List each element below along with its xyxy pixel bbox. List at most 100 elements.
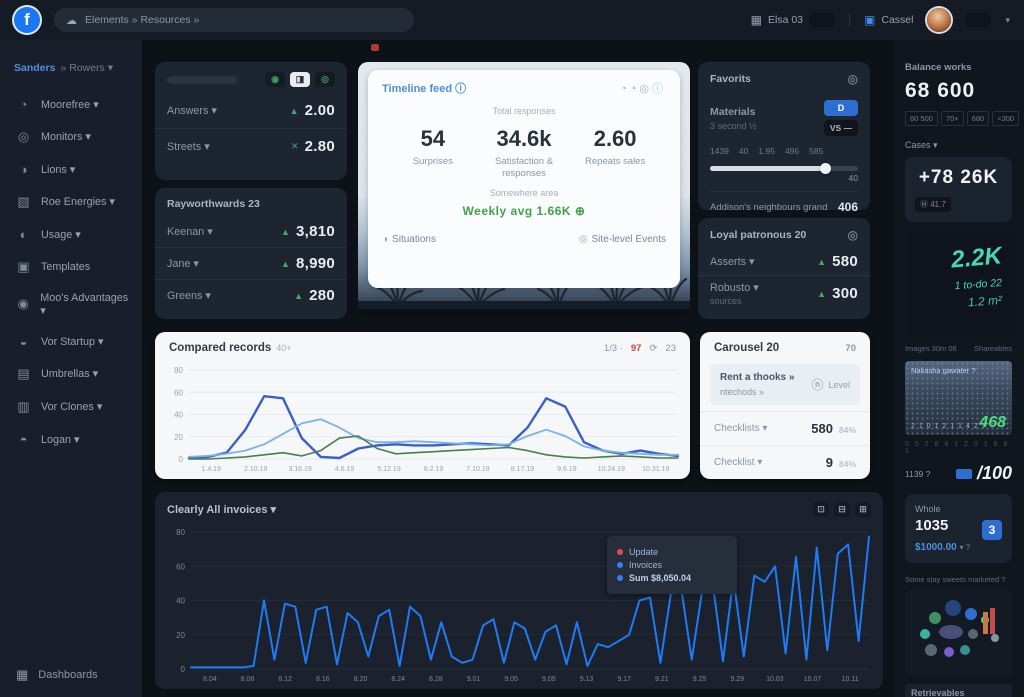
legend-row-invoices: Invoices — [617, 560, 727, 570]
cases-dropdown[interactable]: Cases ▾ — [905, 140, 938, 150]
materials-row: Materials 3 second ½ D VS — — [710, 100, 858, 136]
carousel-badge[interactable]: 70 — [845, 342, 856, 354]
search-input[interactable]: ☁ Elements » Resources » — [54, 8, 414, 32]
delta-up-icon: ▲ — [281, 258, 290, 269]
topbar-item-elsa[interactable]: ▦ Elsa 03 — [751, 13, 836, 27]
card-title: Favorits — [710, 73, 751, 85]
settings-icon[interactable]: ⊞ — [855, 502, 871, 517]
toggle-chip-icon[interactable]: ◨ — [290, 72, 310, 87]
stat-label-dropdown[interactable]: Greens ▾ — [167, 290, 211, 302]
stat-row-keenan: Keenan ▾ ▲ 3,810 — [155, 216, 347, 247]
sidebar-item-advantages[interactable]: ◉ Moo's Advantages ▾ — [0, 283, 142, 325]
crowd-photo-tile[interactable]: Nakasha gawater ? 2 1 0 1 2 1 1 4 2 7 46… — [905, 361, 1012, 435]
featured-label: Rent a thooks » — [720, 372, 795, 383]
sidebar-item-lions[interactable]: ◑ Lions ▾ — [0, 153, 142, 185]
carousel-row-checklist[interactable]: Checklist ▾ 9 84% — [700, 445, 870, 479]
photo-bottom-band — [358, 309, 690, 319]
fav-stat: 585 — [809, 146, 824, 156]
target-chip-icon[interactable]: ◎ — [315, 72, 335, 87]
promo-tile[interactable]: 2.2K 1 to-do 22 1.2 m² — [905, 232, 1012, 336]
hero-header-icons[interactable]: ◔◔◎ⓘ — [620, 83, 666, 95]
photo-highlight-value: 468 — [979, 414, 1006, 431]
svg-text:10.24.19: 10.24.19 — [598, 466, 625, 473]
sidebar-item-umbrellas[interactable]: ▤ Umbrellas ▾ — [0, 357, 142, 390]
svg-text:8.16: 8.16 — [316, 676, 330, 683]
sidebar-item-logan[interactable]: ◓ Logan ▾ — [0, 423, 142, 455]
facebook-logo-icon[interactable]: f — [14, 7, 40, 33]
svg-text:6.2.19: 6.2.19 — [424, 466, 444, 473]
expand-icon[interactable]: ⊡ — [813, 502, 829, 517]
stat-label-dropdown[interactable]: Jane ▾ — [167, 258, 199, 270]
d-button[interactable]: D — [824, 100, 858, 116]
promo-value: 2.2K — [950, 242, 1003, 274]
stat-label-dropdown[interactable]: Streets ▾ — [167, 141, 210, 153]
stat-label-dropdown[interactable]: Robusto ▾ — [710, 282, 759, 294]
alert-count[interactable]: 97 — [630, 342, 642, 354]
sidebar-item-monitors[interactable]: ◎ Monitors ▾ — [0, 120, 142, 153]
stat-sublabel: sources — [710, 296, 742, 306]
topbar-item-cassel[interactable]: ▣ Cassel — [864, 13, 913, 27]
vs-button[interactable]: VS — — [824, 120, 858, 136]
sidebar-header-secondary[interactable]: » Rowers ▾ — [60, 62, 113, 74]
whole-count-chip[interactable]: 3 — [982, 520, 1002, 540]
refresh-icon[interactable]: ⟳ — [649, 342, 658, 354]
carousel-featured-row[interactable]: Rent a thooks » ntechods » ⓝ Level — [710, 364, 860, 405]
left-sidebar: Sanders » Rowers ▾ ◔ Moorefree ▾ ◎ Monit… — [0, 40, 142, 697]
cases-tile[interactable]: +78 26K Ⓜ 41.7 — [905, 157, 1012, 222]
promo-line: 1.2 m² — [967, 292, 1003, 310]
svg-text:10.07: 10.07 — [804, 676, 822, 683]
audience-bubbles-tile[interactable] — [905, 590, 1012, 676]
info-icon[interactable]: ◎ — [847, 72, 858, 86]
hero-footer-left[interactable]: ◑ Situations — [382, 234, 436, 245]
chevron-down-icon[interactable]: ▾ — [1005, 14, 1010, 25]
card-header: ◉ ◨ ◎ — [155, 62, 347, 93]
row-value: 9 — [825, 455, 833, 470]
stat-value: 3,810 — [295, 223, 335, 240]
stat-value: 2.60 — [593, 126, 637, 151]
sidebar-header[interactable]: Sanders » Rowers ▾ — [0, 54, 142, 88]
sidebar-header-primary[interactable]: Sanders — [14, 62, 56, 74]
nav-icon: ▣ — [17, 258, 30, 274]
favorites-slider[interactable] — [710, 163, 858, 174]
cases-value: +78 26K — [918, 167, 999, 188]
sidebar-item-templates[interactable]: ▣ Templates — [0, 250, 142, 283]
svg-text:9.29: 9.29 — [730, 676, 744, 683]
sidebar-item-vor-startup[interactable]: ◒ Vor Startup ▾ — [0, 325, 142, 357]
slider-knob[interactable] — [820, 163, 832, 174]
whole-card[interactable]: Whole 1035 3 $1000.00 ▾ ? — [905, 494, 1012, 563]
sidebar-item-moorefree[interactable]: ◔ Moorefree ▾ — [0, 88, 142, 120]
nav-icon: ▥ — [17, 398, 30, 414]
stat-row-answers: Answers ▾ ▲ 2.00 — [155, 93, 347, 128]
hero-footer-right[interactable]: ◎ Site-level Events — [579, 234, 666, 245]
retrievables-label[interactable]: Retrievables — [905, 684, 1012, 697]
sidebar-item-roe-energies[interactable]: ▧ Roe Energies ▾ — [0, 185, 142, 218]
whole-value: 1035 — [915, 517, 949, 534]
photo-caption: Nakasha gawater ? — [911, 366, 976, 375]
hero-title-link[interactable]: Timeline feed ⓘ — [382, 83, 467, 95]
user-avatar[interactable] — [927, 8, 952, 32]
svg-text:40: 40 — [174, 411, 183, 420]
svg-text:9.13: 9.13 — [580, 676, 594, 683]
sidebar-item-label: Logan ▾ — [41, 433, 80, 446]
pager-control[interactable]: 1/3 · — [603, 342, 623, 354]
nav-icon: ▧ — [17, 193, 30, 209]
meta-left: Images 30m 06 — [905, 344, 957, 353]
sidebar-item-usage[interactable]: ◐ Usage ▾ — [0, 218, 142, 250]
card-compared-records: Compared records 40+ 1/3 · 97 ⟳ 23 80 60 40… — [155, 332, 690, 479]
stat-value: 8,990 — [295, 255, 335, 272]
collapse-icon[interactable]: ⊟ — [834, 502, 850, 517]
carousel-row-checklists[interactable]: Checklists ▾ 580 84% — [700, 411, 870, 445]
info-icon[interactable]: ◎ — [847, 228, 858, 242]
svg-text:60: 60 — [176, 562, 185, 571]
chart-title[interactable]: Clearly All invoices ▾ — [167, 504, 277, 516]
stat-label-dropdown[interactable]: Asserts ▾ — [710, 256, 755, 268]
whole-amount-link[interactable]: $1000.00 ▾ ? — [915, 542, 1002, 553]
card-title: Carousel 20 — [714, 342, 780, 354]
stat-label-dropdown[interactable]: Answers ▾ — [167, 105, 217, 117]
money-chip-icon[interactable]: ◉ — [265, 72, 285, 87]
stat-label-dropdown[interactable]: Keenan ▾ — [167, 226, 213, 238]
stat-row-greens: Greens ▾ ▲ 280 — [155, 279, 347, 311]
card-header: Favorits ◎ — [698, 62, 870, 92]
sidebar-item-vor-clones[interactable]: ▥ Vor Clones ▾ — [0, 390, 142, 423]
sidebar-footer-dashboards[interactable]: ▦ Dashboards — [16, 667, 98, 683]
